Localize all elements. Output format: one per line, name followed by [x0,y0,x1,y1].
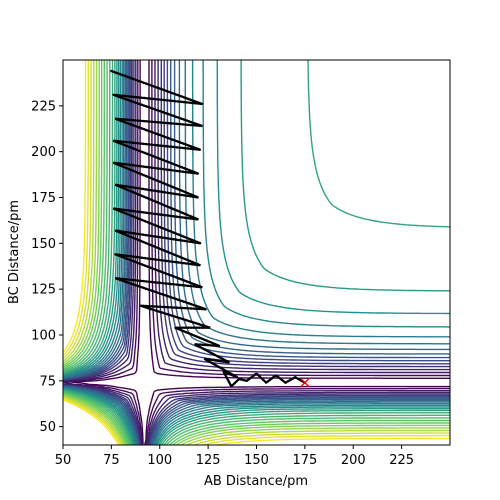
y-tick-label: 100 [31,329,56,344]
contour-line [63,60,450,445]
x-tick-label: 225 [389,453,414,468]
y-axis-label: BC Distance/pm [7,200,22,304]
contour-line [63,60,450,445]
y-tick-label: 150 [31,237,56,252]
end-marker-stroke [300,378,310,388]
x-tick-label: 150 [244,453,269,468]
y-tick-label: 75 [39,374,56,389]
end-marker [300,378,310,388]
y-tick-label: 125 [31,283,56,298]
trajectory [110,69,307,389]
x-tick-label: 50 [55,453,72,468]
contour-line [63,60,450,445]
y-tick-label: 50 [39,420,56,435]
y-tick-label: 175 [31,191,56,206]
y-tick-label: 200 [31,145,56,160]
x-axis-label: AB Distance/pm [204,474,308,489]
contour-lines [63,60,450,445]
contour-line [63,60,450,445]
contour-line [63,60,450,445]
contour-line [63,60,450,445]
contour-line [63,60,450,445]
contour-line [63,60,450,445]
x-tick-label: 175 [292,453,317,468]
y-tick-label: 225 [31,99,56,114]
x-axis-ticks: 50 75 100 125 150 175 200 225 [55,445,414,468]
contour-line [63,60,450,445]
contour-line [63,60,450,445]
x-tick-label: 75 [103,453,120,468]
contour-line [63,60,450,445]
x-tick-label: 125 [196,453,221,468]
trajectory-line [111,70,306,388]
contour-line [63,60,450,445]
contour-line [63,60,450,445]
x-tick-label: 100 [147,453,172,468]
x-tick-label: 200 [341,453,366,468]
y-axis-ticks: 50 75 100 125 150 175 200 225 [31,99,63,435]
